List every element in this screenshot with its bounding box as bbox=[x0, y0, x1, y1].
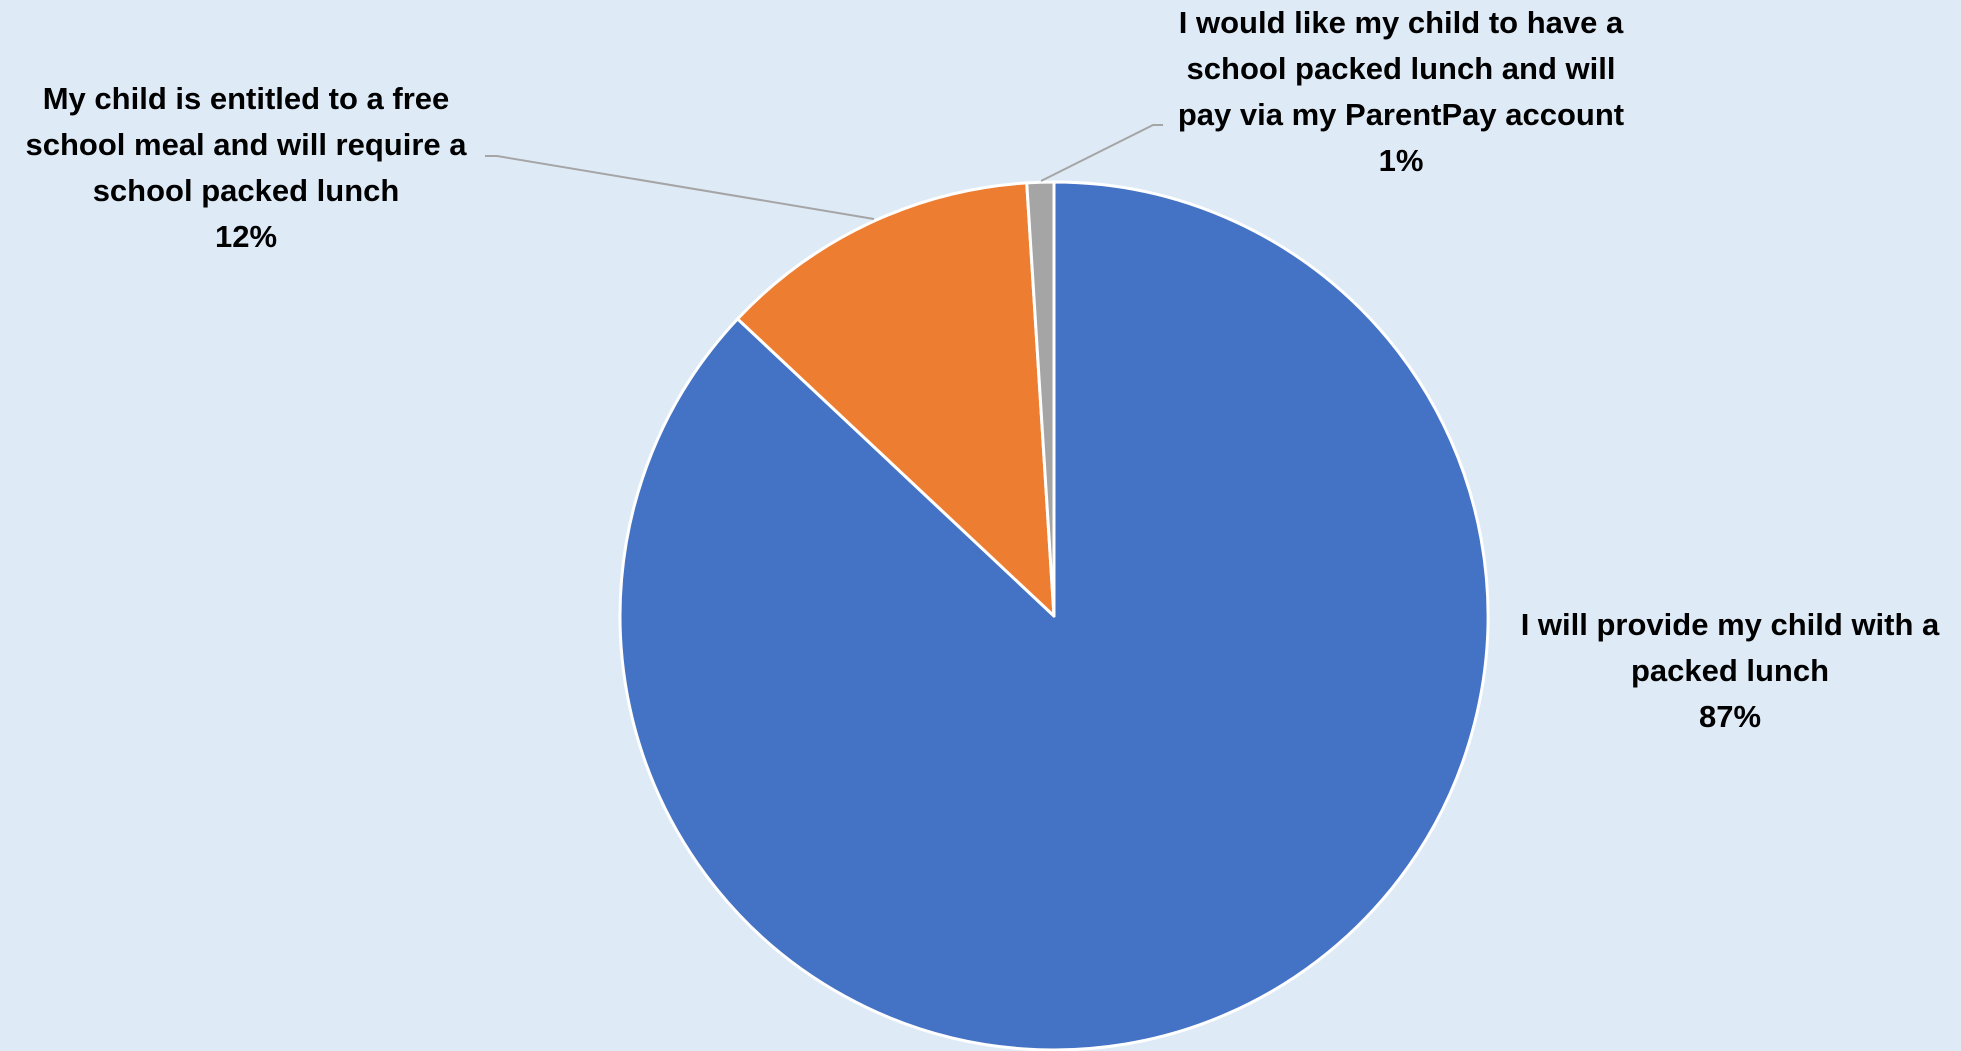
data-label-text: school packed lunch and will bbox=[1186, 51, 1616, 86]
data-label-percent: 1% bbox=[1378, 143, 1424, 178]
data-label-text: My child is entitled to a free bbox=[42, 81, 450, 116]
leader-line-parentpay-packed-lunch bbox=[1040, 124, 1163, 182]
pie-slice-free-school-meal bbox=[736, 181, 1056, 618]
data-label-percent: 12% bbox=[214, 219, 278, 254]
data-label-percent: 87% bbox=[1698, 699, 1762, 734]
data-label-text: I would like my child to have a bbox=[1178, 5, 1624, 40]
pie-slice-parentpay-packed-lunch bbox=[1025, 180, 1056, 618]
data-label-text: packed lunch bbox=[1630, 653, 1830, 688]
leader-line-free-school-meal bbox=[485, 155, 875, 220]
data-label-free-school-meal: My child is entitled to a free school me… bbox=[8, 76, 484, 260]
data-label-text: school packed lunch bbox=[92, 173, 400, 208]
data-label-text: I will provide my child with a bbox=[1520, 607, 1940, 642]
data-label-parentpay-packed-lunch: I would like my child to have a school p… bbox=[1150, 0, 1652, 184]
data-label-text: school meal and will require a bbox=[25, 127, 467, 162]
data-label-provide-packed-lunch: I will provide my child with a packed lu… bbox=[1500, 602, 1960, 740]
data-label-text: pay via my ParentPay account bbox=[1177, 97, 1625, 132]
